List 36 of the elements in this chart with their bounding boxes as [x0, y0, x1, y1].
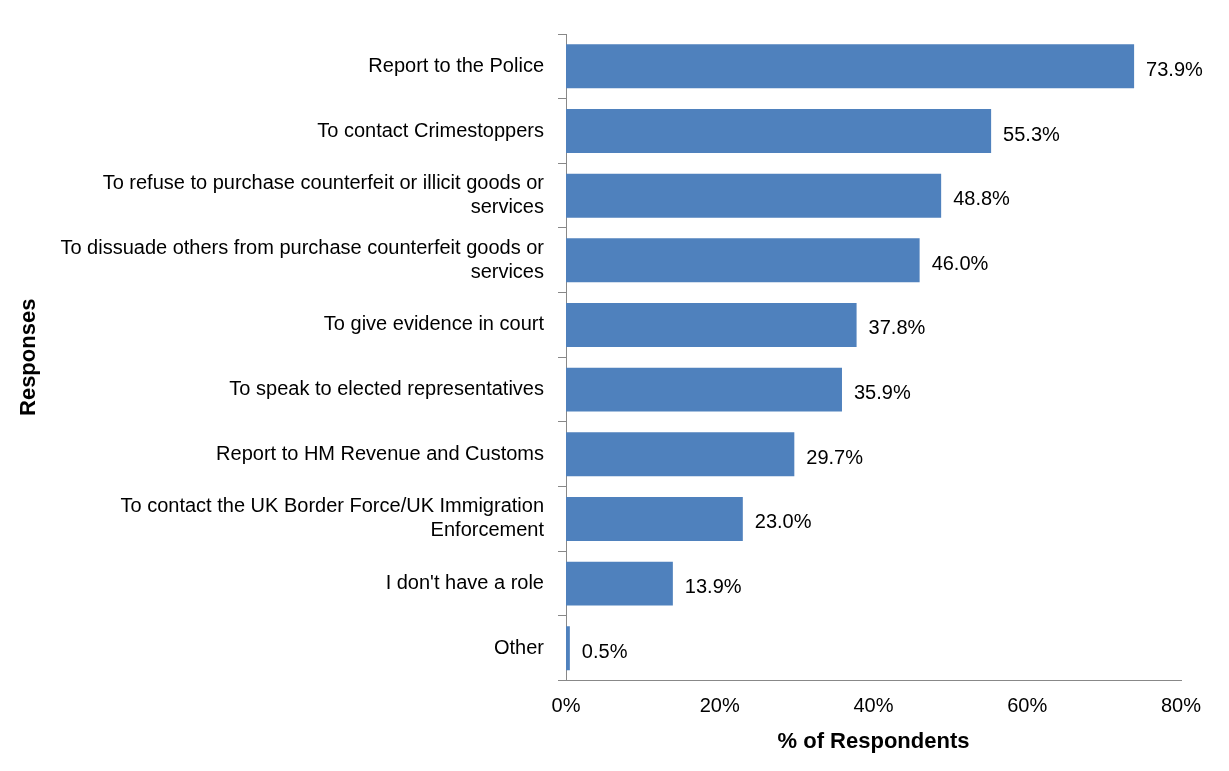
bar	[566, 432, 795, 477]
bar	[566, 496, 743, 541]
data-label: 0.5%	[581, 639, 628, 662]
data-label: 37.8%	[868, 316, 926, 339]
data-label: 73.9%	[1146, 57, 1204, 80]
bar	[566, 109, 992, 153]
x-tick-label: 60%	[1007, 694, 1048, 717]
y-tick-label: I don't have a role	[385, 571, 544, 594]
x-tick-label: 40%	[853, 694, 894, 717]
y-tick-label: To dissuade others from purchase counterfeit goods or services	[60, 235, 545, 282]
bar	[566, 367, 842, 412]
x-tick-label: 20%	[699, 694, 740, 717]
bar	[566, 561, 673, 606]
x-tick-label: 0%	[551, 694, 581, 717]
y-tick-label: To speak to elected representatives	[229, 377, 544, 400]
y-tick-label: Report to HM Revenue and Customs	[216, 441, 544, 464]
data-label: 23.0%	[754, 510, 812, 533]
x-axis-title: % of Respondents	[777, 727, 970, 753]
y-tick-label: To refuse to purchase counterfeit or illicit goods or services	[102, 171, 545, 218]
y-tick-label: To contact the UK Border Force/UK Immigration Enforcement	[120, 494, 545, 541]
data-label: 48.8%	[953, 187, 1011, 210]
x-tick-label: 80%	[1160, 694, 1202, 717]
data-label: 29.7%	[806, 445, 864, 468]
data-label: 46.0%	[931, 251, 989, 274]
bar	[566, 238, 920, 283]
data-label: 35.9%	[853, 381, 911, 404]
y-tick-label: To contact Crimestoppers	[317, 118, 544, 141]
y-tick-label: Other	[493, 635, 545, 658]
y-axis-title: Responses	[15, 298, 41, 416]
y-tick-label: Report to the Police	[368, 53, 544, 76]
bar	[566, 44, 1135, 89]
bar	[566, 173, 942, 218]
bar	[566, 302, 857, 347]
data-label: 55.3%	[1003, 122, 1061, 145]
y-tick-label: To give evidence in court	[323, 312, 545, 335]
data-label: 13.9%	[684, 575, 742, 598]
